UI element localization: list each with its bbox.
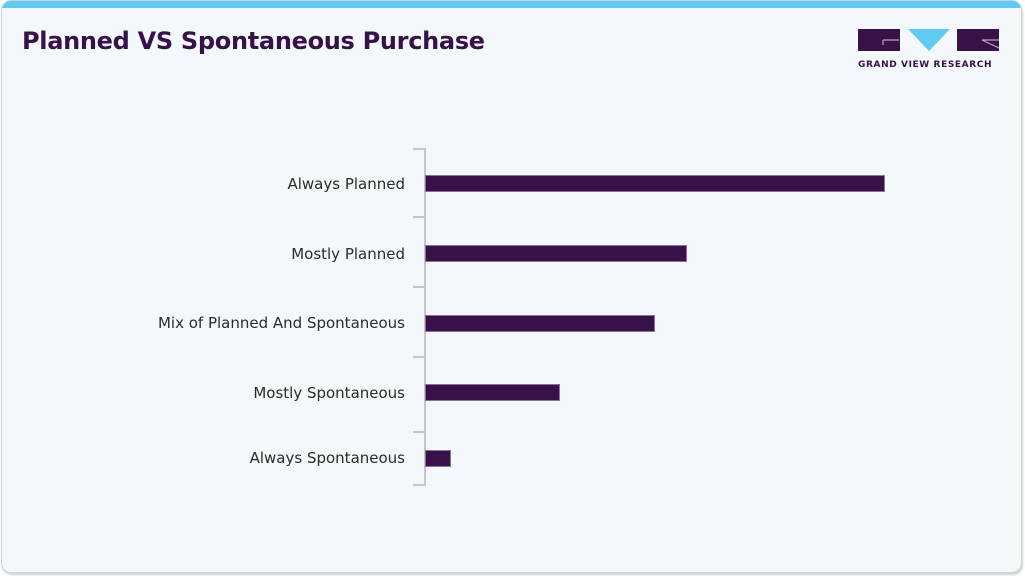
- logo-text: GRAND VIEW RESEARCH: [858, 60, 993, 70]
- accent-top-bar: [2, 1, 1021, 8]
- bar-always-spontaneous: [425, 450, 451, 467]
- category-label-mostly-planned: Mostly Planned: [291, 245, 405, 263]
- category-label-always-spontaneous: Always Spontaneous: [249, 449, 405, 467]
- category-label-mostly-spontaneous: Mostly Spontaneous: [253, 384, 405, 402]
- axis-tick: [413, 484, 425, 486]
- chart-title: Planned VS Spontaneous Purchase: [22, 27, 485, 55]
- axis-tick: [413, 286, 425, 288]
- bar-mix-planned-spontaneous: [425, 315, 655, 332]
- grand-view-research-logo: GRAND VIEW RESEARCH: [858, 29, 1000, 73]
- axis-tick: [413, 148, 425, 150]
- bar-mostly-spontaneous: [425, 384, 560, 401]
- axis-tick: [413, 356, 425, 358]
- axis-tick: [413, 216, 425, 218]
- gvr-logo-icon: [858, 29, 1000, 51]
- bar-mostly-planned: [425, 245, 687, 262]
- category-label-mix: Mix of Planned And Spontaneous: [157, 314, 405, 332]
- bar-always-planned: [425, 175, 885, 192]
- category-label-always-planned: Always Planned: [287, 175, 405, 193]
- axis-tick: [413, 431, 425, 433]
